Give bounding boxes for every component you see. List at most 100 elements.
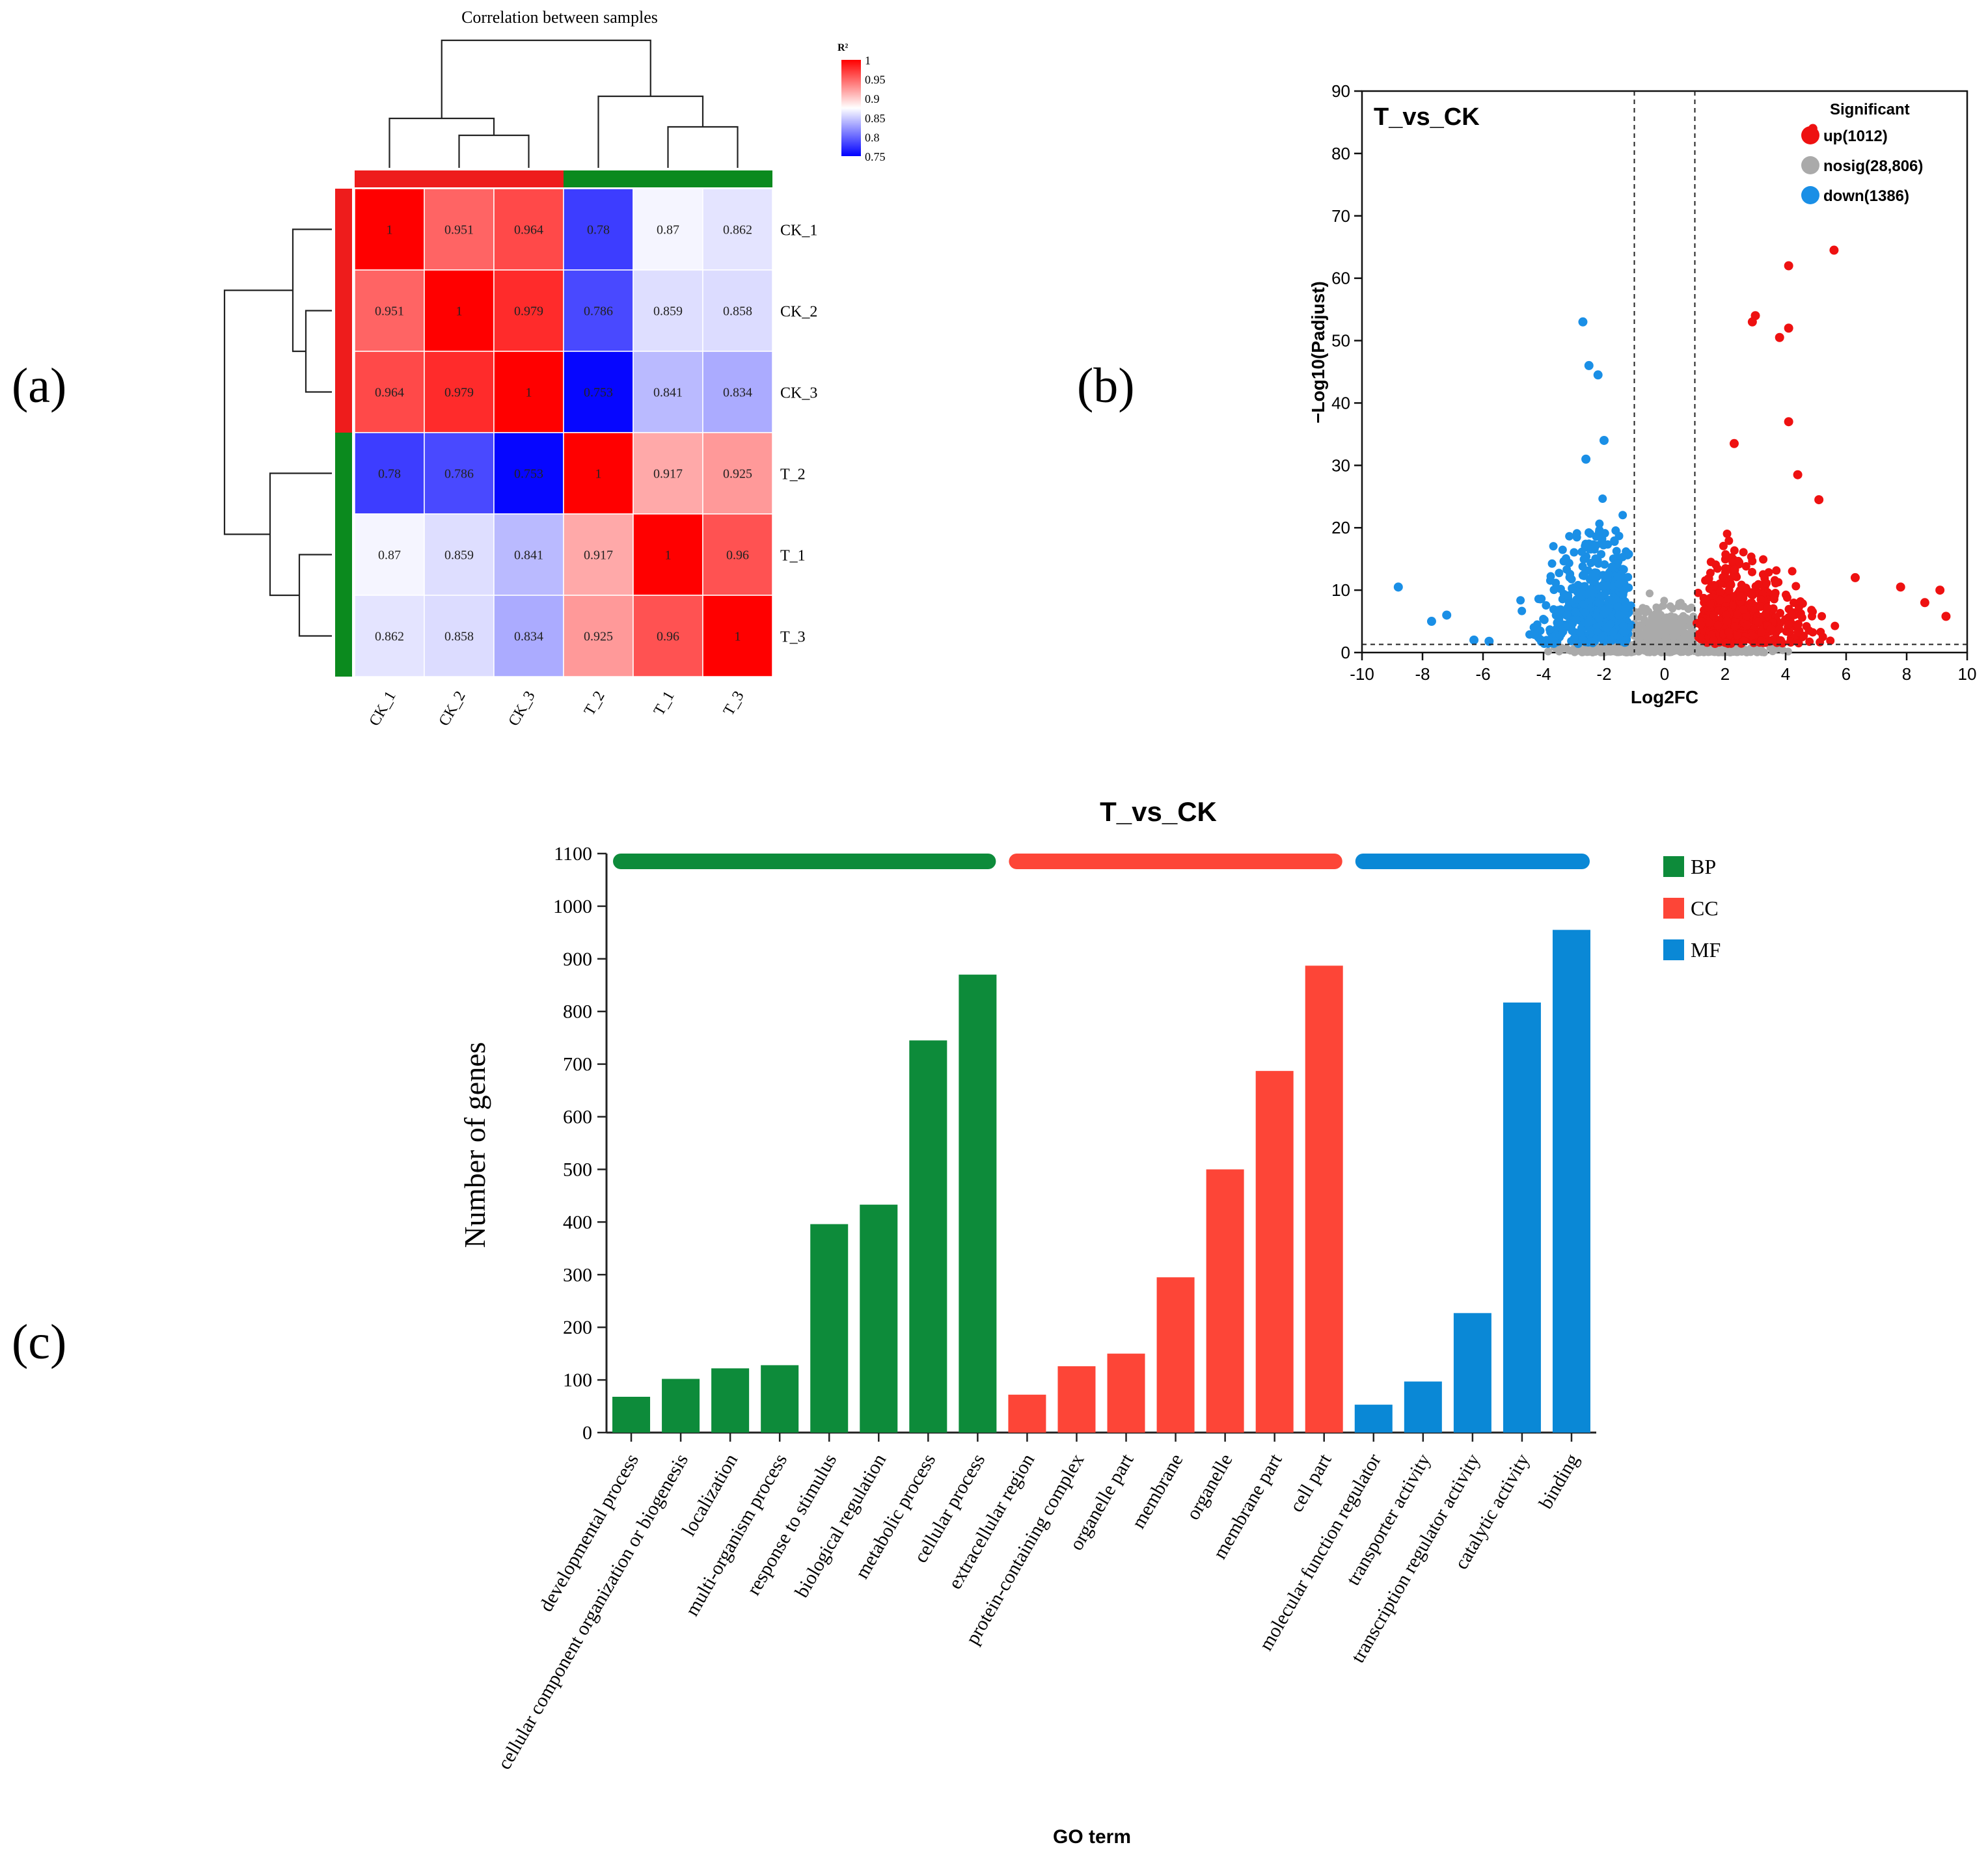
up-point (1769, 591, 1778, 600)
x-tick-label: -6 (1475, 664, 1490, 684)
go-bar (1255, 1071, 1294, 1433)
y-tick-label: 60 (1331, 269, 1350, 288)
left-dendrogram-branch (298, 554, 332, 637)
heatmap-cell (354, 513, 425, 596)
nosig-point (1651, 617, 1659, 625)
up-point (1704, 618, 1713, 627)
down-point (1546, 572, 1555, 581)
up-point (1786, 637, 1795, 646)
up-point (1709, 593, 1718, 602)
y-tick-label: 700 (563, 1054, 592, 1075)
down-point (1595, 614, 1604, 623)
heatmap-cell-label: 0.925 (584, 630, 613, 644)
heatmap-cell (563, 188, 634, 271)
y-tick-label: 1100 (554, 843, 592, 865)
up-point (1743, 621, 1752, 630)
colorbar-tick-label: 0.75 (865, 150, 886, 163)
heatmap-row-label: CK_3 (780, 385, 817, 402)
up-point (1713, 621, 1722, 630)
down-point (1529, 623, 1538, 632)
heatmap-cell (563, 269, 634, 352)
down-point (1536, 627, 1545, 636)
down-point (1598, 494, 1607, 504)
up-point (1747, 317, 1757, 327)
y-tick-label: 80 (1331, 144, 1350, 163)
up-point (1788, 567, 1797, 576)
up-point (1730, 592, 1739, 601)
go-term-label: cell part (1285, 1449, 1336, 1515)
down-point (1584, 360, 1594, 370)
up-point (1794, 639, 1803, 648)
heatmap-cell-label: 0.96 (726, 548, 749, 563)
nosig-point (1714, 646, 1722, 654)
legend-label: MF (1691, 938, 1721, 962)
go-term-label: organelle (1182, 1450, 1237, 1524)
down-point (1590, 568, 1600, 577)
down-point (1539, 614, 1548, 623)
y-tick-label: 0 (1341, 643, 1350, 662)
down-point (1613, 573, 1622, 582)
heatmap-cell-label: 0.858 (444, 630, 474, 644)
heatmap-cell-label: 0.841 (514, 548, 543, 563)
down-point (1558, 545, 1567, 554)
down-point (1600, 560, 1609, 569)
up-point (1739, 636, 1749, 645)
nosig-point (1544, 647, 1553, 656)
colorbar-tick-label: 0.9 (865, 92, 880, 105)
up-point (1737, 580, 1746, 589)
up-point (1920, 598, 1929, 608)
x-tick-label: 2 (1721, 664, 1730, 684)
group-bar-top-t (564, 170, 772, 187)
up-point (1766, 625, 1775, 634)
y-tick-label: 100 (563, 1369, 592, 1391)
down-point (1612, 546, 1621, 556)
go-term-label: response to stimulus (742, 1450, 841, 1599)
down-point (1585, 617, 1594, 627)
y-tick-label: 900 (563, 949, 592, 970)
heatmap-cell-label: 0.859 (653, 304, 683, 319)
down-point (1559, 627, 1568, 636)
x-tick-label: 10 (1958, 664, 1977, 684)
heatmap-cell (493, 513, 564, 596)
heatmap-cell-label: 0.917 (584, 548, 613, 563)
heatmap-cell (633, 351, 703, 433)
up-point (1935, 586, 1945, 595)
heatmap-cell (354, 188, 425, 271)
down-point (1603, 573, 1612, 582)
y-tick-label: 30 (1331, 455, 1350, 475)
group-bar-left-t (335, 433, 352, 677)
heatmap-cell (493, 432, 564, 515)
go-bar (1354, 1405, 1393, 1433)
heatmap-cell (354, 351, 425, 433)
heatmap-cell-label: 1 (387, 223, 393, 237)
down-point (1595, 526, 1604, 535)
go-bar (1008, 1394, 1046, 1433)
heatmap-title: Correlation between samples (461, 8, 658, 27)
go-bar (959, 975, 997, 1433)
down-point (1620, 597, 1629, 606)
down-point (1609, 628, 1618, 637)
down-point (1582, 589, 1591, 599)
up-point (1759, 555, 1768, 564)
y-tick-label: 20 (1331, 518, 1350, 537)
down-point (1579, 570, 1588, 579)
x-tick-label: -2 (1596, 664, 1611, 684)
down-point (1553, 618, 1562, 627)
up-point (1709, 611, 1719, 620)
down-point (1578, 635, 1587, 644)
nosig-point (1686, 647, 1695, 656)
group-bar-top-ck (355, 170, 564, 187)
y-tick-label: 300 (563, 1264, 592, 1286)
go-bar (761, 1365, 799, 1433)
heatmap-cell (563, 595, 634, 677)
nosig-point (1646, 648, 1654, 656)
heatmap-cell-label: 0.951 (444, 223, 474, 237)
down-point (1565, 532, 1574, 541)
heatmap-cell-label: 0.951 (375, 304, 404, 319)
up-point (1734, 556, 1743, 565)
down-point (1581, 608, 1590, 617)
colorbar (841, 60, 861, 156)
up-point (1722, 617, 1732, 626)
x-tick-label: 8 (1902, 664, 1911, 684)
